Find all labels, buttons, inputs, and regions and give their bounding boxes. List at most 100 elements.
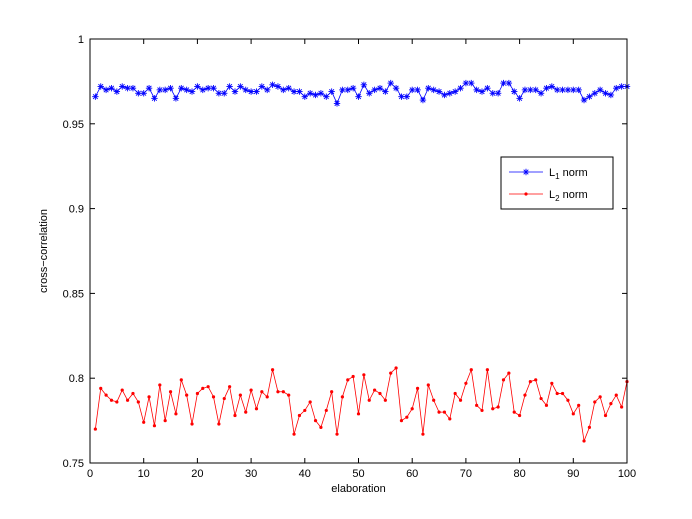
data-point (421, 432, 425, 436)
data-point (489, 90, 496, 97)
data-point (344, 86, 351, 94)
data-point (104, 393, 108, 397)
data-point (355, 93, 362, 100)
data-point (570, 86, 577, 94)
data-point (292, 432, 296, 436)
data-point (201, 386, 205, 390)
data-point (244, 410, 248, 414)
data-point (163, 419, 167, 423)
data-point (475, 403, 479, 407)
data-point (446, 90, 453, 97)
data-point (575, 86, 582, 94)
data-point (553, 86, 561, 94)
data-point (564, 86, 572, 94)
data-point (269, 81, 276, 88)
data-point (136, 400, 140, 404)
data-point (516, 95, 523, 102)
data-point (151, 95, 158, 102)
plot-area (90, 39, 627, 463)
data-point (351, 374, 355, 379)
x-tick-label: 30 (245, 468, 257, 480)
data-point (458, 398, 463, 402)
data-point (448, 417, 452, 421)
y-tick-label: 0.75 (63, 458, 84, 470)
data-point (360, 81, 368, 88)
data-point (496, 405, 500, 409)
data-point (511, 88, 518, 95)
data-point (371, 86, 378, 94)
data-point (131, 391, 135, 396)
data-point (270, 368, 275, 372)
data-point (435, 88, 443, 95)
y-tick-label: 0.9 (69, 204, 84, 216)
data-point (125, 398, 130, 402)
data-point (319, 425, 323, 429)
data-point (215, 90, 223, 97)
data-point (152, 424, 157, 428)
data-point (217, 422, 221, 426)
data-point (231, 88, 239, 95)
data-point (226, 83, 233, 90)
data-point (120, 388, 124, 392)
data-point (469, 368, 473, 372)
data-point (349, 84, 357, 92)
legend: L1 norm L2 norm (500, 156, 614, 210)
data-point (560, 391, 565, 396)
data-point (317, 90, 325, 97)
x-tick-label: 100 (618, 468, 636, 480)
data-point (308, 400, 312, 404)
data-point (405, 415, 409, 419)
data-point (613, 84, 620, 92)
data-point (280, 86, 287, 94)
data-point (135, 90, 142, 97)
data-point (260, 390, 264, 394)
x-tick-label: 0 (87, 468, 93, 480)
data-point (285, 84, 292, 92)
data-point (228, 385, 232, 389)
data-point (367, 398, 371, 402)
y-tick-label: 0.8 (69, 373, 84, 385)
data-point (419, 96, 427, 104)
x-tick-label: 80 (513, 468, 525, 480)
data-point (453, 391, 457, 396)
data-point (507, 371, 511, 375)
data-point (521, 86, 529, 94)
data-point (505, 79, 513, 87)
data-point (210, 84, 217, 92)
data-point (410, 407, 414, 411)
data-point (195, 391, 199, 396)
data-point (119, 83, 126, 90)
data-point (432, 398, 436, 402)
y-tick-label: 0.85 (63, 288, 84, 300)
data-point (238, 393, 242, 397)
data-point (430, 86, 437, 94)
data-point (559, 86, 566, 94)
data-point (313, 419, 318, 423)
data-point (415, 386, 420, 390)
data-point (518, 413, 522, 418)
data-point (383, 398, 387, 402)
data-point (473, 86, 480, 94)
data-point (500, 79, 507, 87)
data-point (253, 88, 260, 95)
data-point (399, 419, 404, 423)
data-point (532, 86, 539, 94)
data-point (129, 84, 137, 92)
series-layer (92, 79, 631, 443)
data-point (194, 83, 201, 90)
data-point (158, 383, 162, 387)
data-point (596, 86, 604, 94)
data-point (550, 381, 554, 385)
data-point (464, 381, 468, 385)
data-point (485, 368, 489, 372)
data-point (161, 86, 169, 94)
data-point (523, 393, 527, 397)
data-point (211, 395, 216, 399)
data-point (312, 91, 319, 99)
data-point (543, 84, 550, 92)
data-point (382, 88, 389, 95)
data-point (480, 408, 484, 413)
x-tick-label: 10 (138, 468, 150, 480)
legend-marker (524, 192, 528, 196)
